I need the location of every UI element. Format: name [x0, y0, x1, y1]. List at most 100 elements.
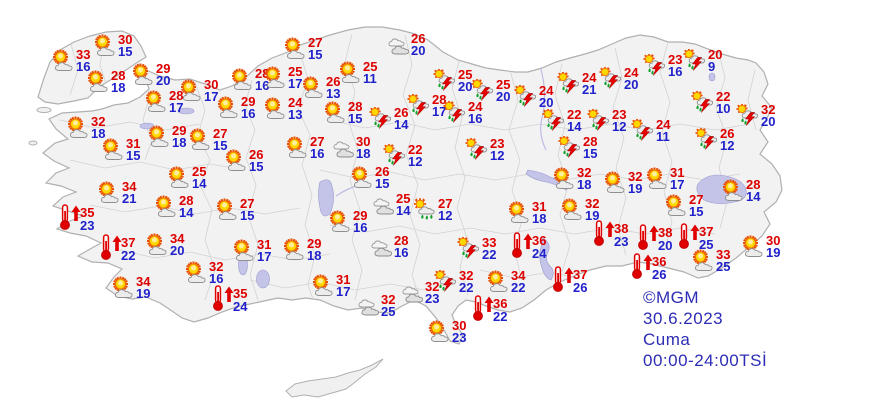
weather-station: 27 15	[283, 36, 322, 61]
temp-high: 34	[170, 231, 185, 246]
weather-station: 32 23	[400, 280, 439, 305]
weather-station: 28 17	[407, 93, 446, 118]
temp-low: 17	[432, 104, 447, 119]
temp-high: 36	[493, 296, 508, 311]
sun-cloud-icon	[86, 70, 112, 92]
sun-cloud-icon	[350, 166, 376, 188]
sun-rain-icon	[413, 198, 439, 220]
weather-station: 22 10	[691, 90, 730, 115]
weather-station: 34 19	[111, 275, 150, 300]
temp-high: 28	[746, 177, 761, 192]
storm-icon	[558, 136, 584, 158]
temp-low: 14	[394, 117, 409, 132]
sun-cloud-icon	[147, 125, 173, 147]
temp-high: 26	[394, 105, 409, 120]
sun-cloud-icon	[285, 136, 311, 158]
temp-low: 20	[170, 243, 185, 258]
weather-station: 30 17	[179, 78, 218, 103]
weather-station: 28 16	[369, 234, 408, 259]
temp-high: 30	[452, 318, 467, 333]
sun-cloud-icon	[552, 167, 578, 189]
temp-high: 36	[532, 233, 547, 248]
temp-low: 12	[438, 208, 453, 223]
temp-high: 31	[532, 199, 547, 214]
temp-high: 28	[179, 193, 194, 208]
therm-icon	[509, 232, 533, 258]
temp-high: 34	[511, 268, 526, 283]
sun-cloud-icon	[230, 68, 256, 90]
therm-icon	[635, 224, 659, 250]
weather-station: 33 16	[51, 48, 90, 73]
weather-station: 32 25	[356, 293, 395, 318]
temp-low: 20	[539, 95, 554, 110]
weather-station: 37 26	[550, 266, 587, 294]
weather-station: 23 16	[643, 53, 682, 78]
weather-station: 34 21	[97, 180, 136, 205]
storm-icon	[383, 144, 409, 166]
weather-station: 29 18	[147, 124, 186, 149]
temp-low: 12	[612, 119, 627, 134]
temp-low: 24	[532, 246, 547, 261]
storm-icon	[736, 104, 762, 126]
temp-high: 28	[583, 134, 598, 149]
temp-low: 12	[720, 138, 735, 153]
temp-low: 13	[326, 86, 341, 101]
sun-cloud-icon	[721, 179, 747, 201]
storm-icon	[587, 109, 613, 131]
weather-station: 24 11	[631, 118, 670, 143]
temp-low: 17	[336, 284, 351, 299]
temp-low: 18	[111, 80, 126, 95]
temp-high: 30	[118, 32, 133, 47]
copyright-label: ©MGM	[643, 288, 700, 307]
temp-high: 20	[708, 47, 723, 62]
temp-low: 22	[482, 247, 497, 262]
weather-station: 32 20	[736, 103, 775, 128]
temp-low: 14	[179, 205, 194, 220]
weather-station: 28 15	[323, 100, 362, 125]
temp-high: 27	[310, 134, 325, 149]
temp-high: 32	[425, 279, 440, 294]
weather-station: 36 22	[470, 295, 507, 323]
weather-station: 28 17	[144, 89, 183, 114]
weather-station: 35 23	[57, 204, 94, 232]
therm-icon	[550, 266, 574, 292]
temp-high: 25	[288, 64, 303, 79]
temp-high: 31	[126, 136, 141, 151]
temp-high: 37	[573, 267, 588, 282]
temp-high: 32	[577, 165, 592, 180]
sun-cloud-icon	[560, 198, 586, 220]
temp-low: 19	[585, 208, 600, 223]
weather-station: 36 24	[509, 232, 546, 260]
temp-low: 20	[156, 73, 171, 88]
temp-high: 28	[169, 88, 184, 103]
sun-cloud-icon	[311, 274, 337, 296]
therm-icon	[57, 204, 81, 230]
temp-low: 16	[310, 146, 325, 161]
temp-high: 33	[76, 47, 91, 62]
temp-low: 17	[169, 100, 184, 115]
temp-low: 14	[567, 119, 582, 134]
therm-icon	[210, 285, 234, 311]
temp-high: 33	[482, 235, 497, 250]
temp-low: 22	[493, 309, 508, 324]
temp-low: 15	[126, 148, 141, 163]
temp-high: 34	[122, 179, 137, 194]
weather-station: 26 20	[386, 32, 425, 57]
temp-low: 18	[577, 177, 592, 192]
weather-station: 31 17	[645, 166, 684, 191]
temp-low: 15	[689, 204, 704, 219]
sun-cloud-icon	[66, 116, 92, 138]
sun-cloud-icon	[131, 63, 157, 85]
temp-low: 22	[511, 280, 526, 295]
temp-high: 29	[307, 236, 322, 251]
storm-icon	[471, 79, 497, 101]
weather-station: 26 13	[301, 75, 340, 100]
weather-station: 38 23	[591, 220, 628, 248]
weather-station: 24 20	[599, 66, 638, 91]
temp-low: 14	[396, 203, 411, 218]
sun-cloud-icon	[216, 96, 242, 118]
sun-cloud-icon	[224, 149, 250, 171]
sun-cloud-icon	[263, 66, 289, 88]
temp-low: 21	[582, 82, 597, 97]
